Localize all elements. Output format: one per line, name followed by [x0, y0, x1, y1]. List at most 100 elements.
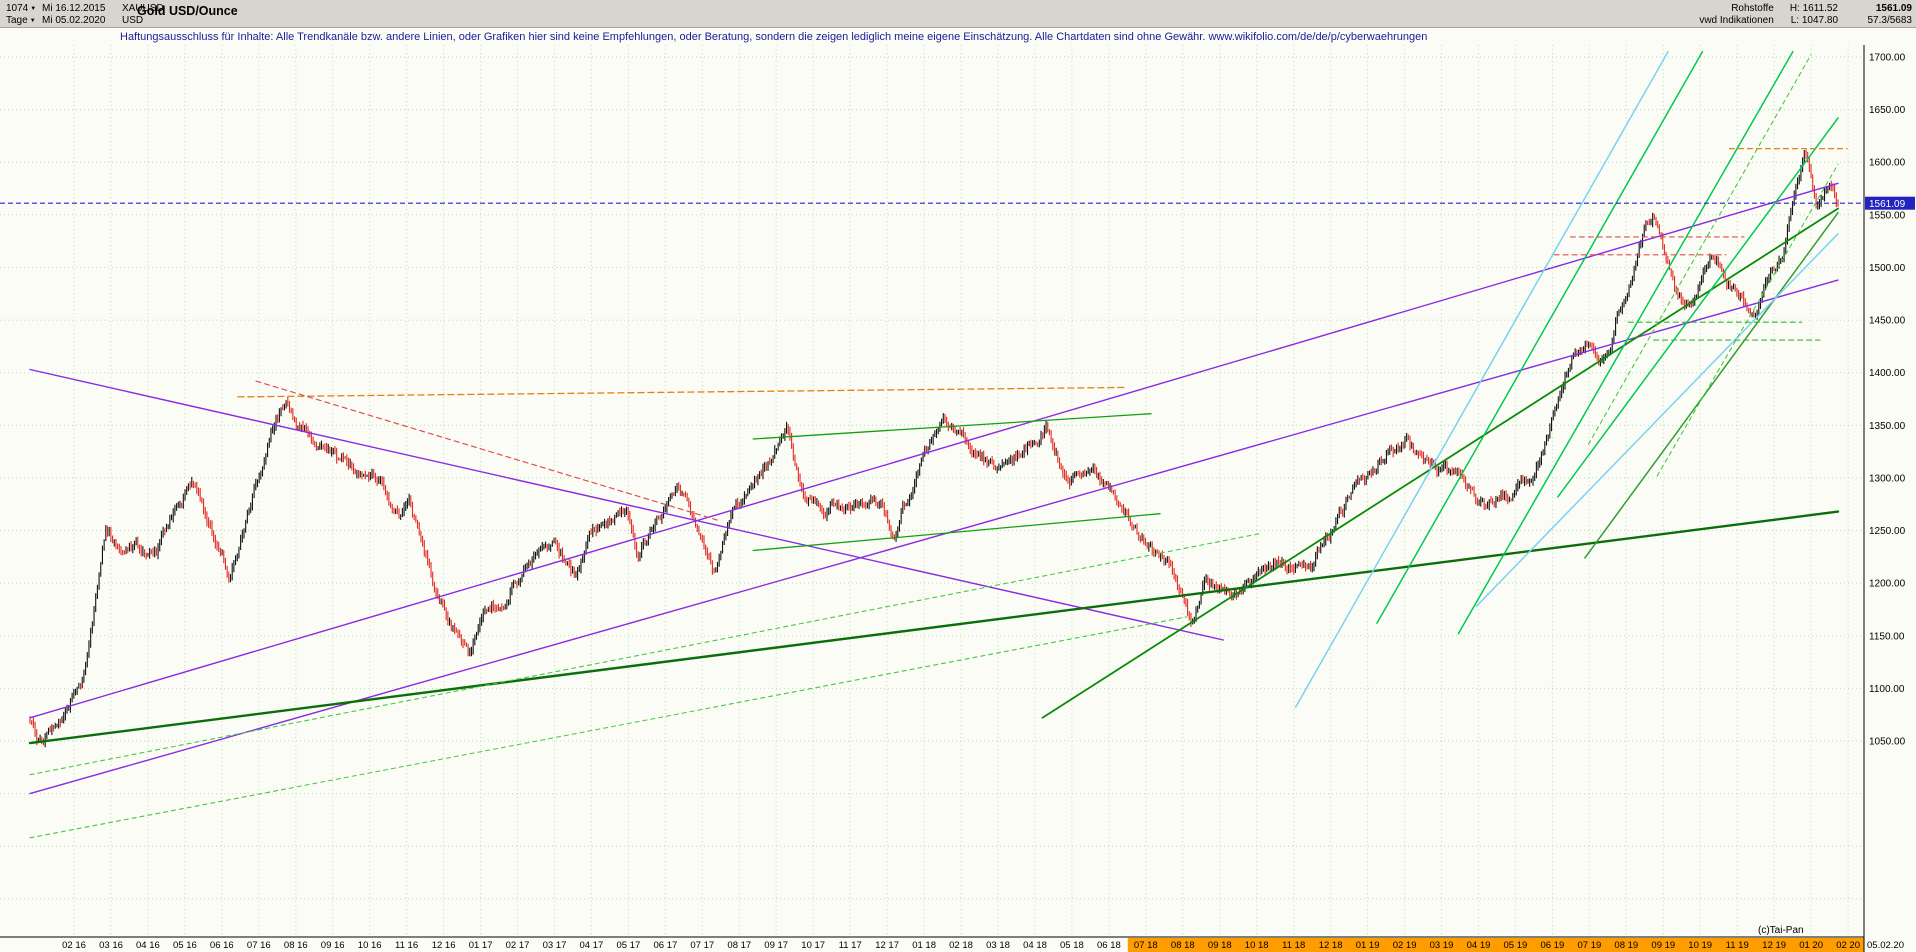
- time-tick-label: 02 20: [1836, 940, 1860, 951]
- quote-info: Rohstoffe H: 1611.52 1561.09 vwd Indikat…: [1699, 2, 1912, 26]
- provider-label: vwd Indikationen: [1699, 14, 1774, 26]
- extra-value: 57.3/5683: [1867, 14, 1913, 26]
- time-tick-label: 12 17: [875, 940, 899, 951]
- trend-line[interactable]: [1584, 211, 1839, 559]
- time-tick-label: 01 17: [469, 940, 493, 951]
- time-tick-label: 03 16: [99, 940, 123, 951]
- time-tick-label: 09 18: [1208, 940, 1232, 951]
- price-tick-label: 1150.00: [1869, 631, 1905, 642]
- trend-line[interactable]: [237, 386, 1129, 398]
- time-tick-label: 11 17: [839, 940, 862, 951]
- chevron-down-icon: ▼: [29, 17, 36, 24]
- trend-line[interactable]: [29, 616, 1188, 839]
- time-tick-label: 07 16: [247, 940, 271, 951]
- time-tick-label: 05 16: [173, 940, 197, 951]
- trend-line[interactable]: [29, 182, 1839, 719]
- time-tick-label: 08 18: [1171, 940, 1195, 951]
- trend-line[interactable]: [29, 533, 1260, 776]
- time-tick-label: 09 16: [321, 940, 345, 951]
- trend-line[interactable]: [1376, 50, 1704, 624]
- time-tick-label: 04 19: [1467, 940, 1491, 951]
- time-tick-label: 10 16: [358, 940, 382, 951]
- copyright-label: (c)Tai-Pan: [1758, 925, 1804, 936]
- price-tick-label: 1200.00: [1869, 579, 1906, 590]
- time-tick-label: 12 18: [1319, 940, 1343, 951]
- chart-settings: 1074 ▼ Mi 16.12.2015 XAUUSD Tage ▼ Mi 05.0…: [6, 2, 170, 26]
- time-tick-label: 10 17: [801, 940, 825, 951]
- time-tick-label: 04 17: [580, 940, 604, 951]
- toolbar: 1074 ▼ Mi 16.12.2015 XAUUSD Tage ▼ Mi 05.0…: [0, 0, 1916, 28]
- trend-line[interactable]: [1587, 54, 1812, 445]
- time-tick-label: 01 18: [912, 940, 936, 951]
- grid: [0, 45, 1864, 937]
- trend-line[interactable]: [29, 279, 1839, 795]
- trend-line[interactable]: [752, 413, 1152, 440]
- trend-line[interactable]: [1557, 117, 1839, 498]
- time-axis-highlight-band: [1127, 938, 1864, 952]
- high-value-label: H: 1611.52: [1789, 2, 1838, 14]
- trend-line[interactable]: [29, 368, 1225, 641]
- trend-line[interactable]: [1475, 233, 1839, 608]
- bars-count-value: 1074: [6, 2, 29, 14]
- time-tick-label: 08 17: [727, 940, 751, 951]
- price-axis: 1700.00 1650.00 1600.00 1550.00 1500.00 1450.…: [1869, 53, 1906, 748]
- trend-line[interactable]: [1457, 50, 1794, 635]
- trend-line[interactable]: [28, 510, 1840, 745]
- bars-count-dropdown[interactable]: 1074 ▼: [6, 3, 42, 14]
- currency-label: USD: [122, 14, 144, 26]
- chevron-down-icon: ▼: [30, 5, 37, 12]
- time-tick-label: 05 18: [1060, 940, 1084, 951]
- last-price-badge: [1865, 196, 1915, 210]
- time-tick-label: 03 17: [543, 940, 567, 951]
- last-price-badge-text: 1561.09: [1869, 199, 1906, 210]
- trend-line[interactable]: [255, 380, 718, 521]
- time-tick-label: 09 17: [764, 940, 788, 951]
- category-label: Rohstoffe: [1731, 2, 1774, 14]
- time-tick-label: 02 19: [1393, 940, 1417, 951]
- time-tick-label: 05 17: [617, 940, 641, 951]
- time-tick-label: 08 16: [284, 940, 308, 951]
- time-tick-label: 05 19: [1504, 940, 1528, 951]
- price-tick-label: 1600.00: [1869, 158, 1906, 169]
- candles[interactable]: [29, 149, 1839, 748]
- disclaimer-text: Haftungsausschluss für Inhalte: Alle Tre…: [120, 31, 1428, 43]
- time-tick-label: 07 17: [690, 940, 714, 951]
- trend-line[interactable]: [1041, 207, 1839, 719]
- end-date-label: Mi 05.02.2020: [42, 14, 106, 26]
- price-tick-label: 1250.00: [1869, 526, 1906, 537]
- trend-lines[interactable]: [28, 50, 1848, 839]
- price-tick-label: 1100.00: [1869, 684, 1905, 695]
- period-value: Tage: [6, 14, 28, 26]
- time-tick-label: 08 19: [1614, 940, 1638, 951]
- symbol-label: XAUUSD: [122, 2, 164, 14]
- trend-line[interactable]: [1656, 163, 1839, 477]
- time-tick-label: 03 18: [986, 940, 1010, 951]
- trend-line[interactable]: [1294, 50, 1669, 709]
- time-tick-label: 07 18: [1134, 940, 1158, 951]
- low-value-label: L: 1047.80: [1790, 14, 1838, 26]
- price-tick-label: 1350.00: [1869, 421, 1906, 432]
- time-tick-label: 02 16: [62, 940, 86, 951]
- time-tick-label: 01 20: [1799, 940, 1823, 951]
- trend-line[interactable]: [752, 513, 1161, 552]
- time-tick-label: 02 17: [506, 940, 530, 951]
- time-axis: 02 16 03 16 04 16 05 16 06 16 07 16 08 16 09 16…: [62, 940, 1860, 951]
- start-date-label: Mi 16.12.2015: [42, 2, 106, 14]
- price-tick-label: 1300.00: [1869, 473, 1906, 484]
- price-tick-label: 1050.00: [1869, 737, 1906, 748]
- price-tick-label: 1550.00: [1869, 210, 1906, 221]
- price-tick-label: 1700.00: [1869, 53, 1906, 64]
- period-dropdown[interactable]: Tage ▼: [6, 15, 42, 26]
- down-candles: [29, 149, 1839, 746]
- last-price-value: 1561.09: [1875, 2, 1912, 14]
- time-tick-label: 06 18: [1097, 940, 1121, 951]
- time-tick-label: 10 19: [1688, 940, 1712, 951]
- time-tick-label: 11 18: [1282, 940, 1305, 951]
- price-tick-label: 1400.00: [1869, 368, 1906, 379]
- time-tick-label: 11 16: [395, 940, 418, 951]
- chart-title: Gold USD/Ounce: [137, 4, 238, 18]
- time-tick-label: 12 16: [432, 940, 456, 951]
- price-tick-label: 1650.00: [1869, 105, 1906, 116]
- time-tick-label: 02 18: [949, 940, 973, 951]
